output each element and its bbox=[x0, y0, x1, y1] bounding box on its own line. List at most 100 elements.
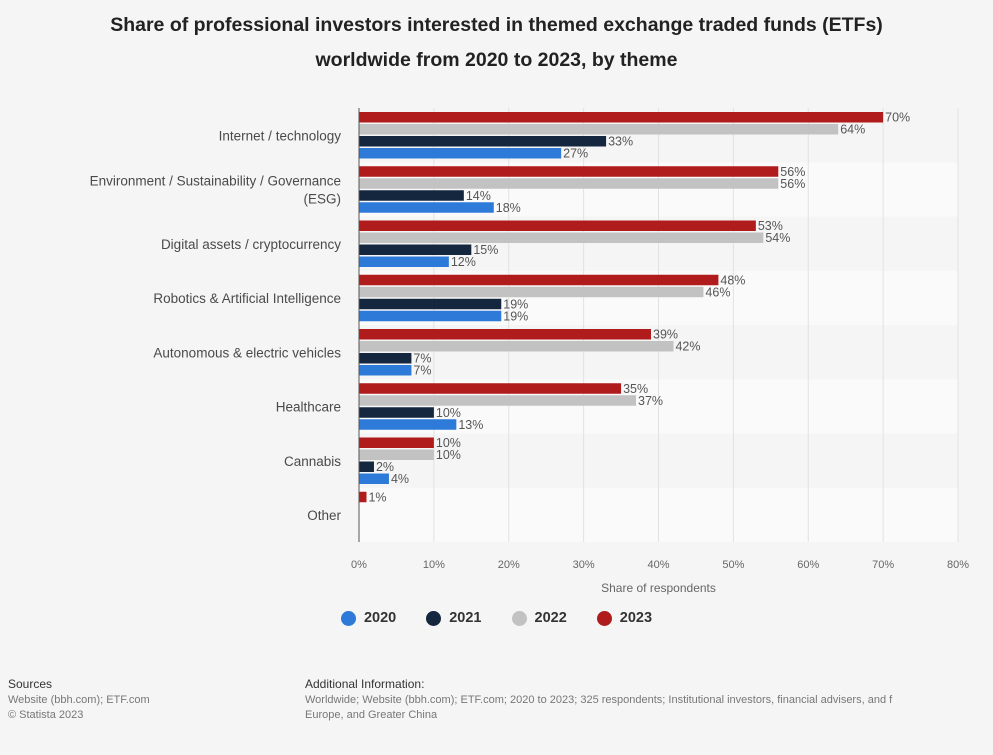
value-label-2021-3: 19% bbox=[503, 297, 528, 311]
additional-info-heading[interactable]: Additional Information: bbox=[305, 677, 425, 691]
bar-2023-5 bbox=[359, 383, 622, 394]
bar-2022-0 bbox=[359, 124, 839, 135]
bar-2020-4 bbox=[359, 365, 412, 376]
value-label-2023-1: 56% bbox=[780, 165, 805, 179]
value-label-2023-7: 1% bbox=[368, 490, 386, 504]
bar-2023-2 bbox=[359, 220, 756, 231]
category-label-4: Autonomous & electric vehicles bbox=[153, 345, 341, 360]
category-label-0: Internet / technology bbox=[219, 128, 342, 143]
bar-2021-5 bbox=[359, 407, 434, 418]
bar-2020-3 bbox=[359, 310, 502, 322]
value-label-2022-4: 42% bbox=[675, 340, 700, 354]
category-label-2: Digital assets / cryptocurrency bbox=[161, 237, 341, 252]
bar-2022-4 bbox=[359, 341, 674, 352]
category-label-1-1: (ESG) bbox=[303, 192, 341, 207]
value-label-2022-1: 56% bbox=[780, 177, 805, 191]
bar-2023-6 bbox=[359, 437, 434, 448]
x-tick-label-4: 40% bbox=[647, 559, 669, 571]
x-tick-label-7: 70% bbox=[872, 559, 894, 571]
legend-label: 2021 bbox=[449, 610, 482, 626]
value-label-2021-4: 7% bbox=[413, 352, 431, 366]
legend-item-2023[interactable]: 2023 bbox=[596, 610, 653, 626]
legend-dot-icon bbox=[426, 610, 442, 626]
value-label-2022-0: 64% bbox=[840, 123, 865, 137]
value-label-2022-2: 54% bbox=[765, 231, 790, 245]
additional-info-line-2: Europe, and Greater China bbox=[305, 709, 438, 721]
category-label-6: Cannabis bbox=[284, 454, 341, 469]
bar-2022-3 bbox=[359, 286, 704, 298]
value-label-2020-0: 27% bbox=[563, 147, 588, 161]
bar-2021-6 bbox=[359, 461, 374, 472]
value-label-2023-2: 53% bbox=[758, 219, 783, 233]
sources-line-1[interactable]: Website (bbh.com); ETF.com bbox=[8, 694, 150, 706]
x-tick-label-6: 60% bbox=[797, 559, 819, 571]
value-label-2020-6: 4% bbox=[391, 472, 409, 486]
bar-2023-3 bbox=[359, 274, 719, 286]
x-tick-label-1: 10% bbox=[423, 559, 445, 571]
legend-dot-icon bbox=[340, 610, 356, 626]
bar-2020-0 bbox=[359, 148, 562, 159]
bar-2021-3 bbox=[359, 298, 502, 310]
category-label-1-0: Environment / Sustainability / Governanc… bbox=[90, 174, 341, 189]
x-tick-label-5: 50% bbox=[722, 559, 744, 571]
bar-2023-0 bbox=[359, 112, 884, 123]
bar-2023-1 bbox=[359, 166, 779, 177]
bar-2022-1 bbox=[359, 178, 779, 189]
value-label-2022-6: 10% bbox=[436, 448, 461, 462]
legend-label: 2023 bbox=[619, 610, 653, 626]
value-label-2021-6: 2% bbox=[376, 460, 394, 474]
bar-2022-2 bbox=[359, 232, 764, 243]
value-label-2021-2: 15% bbox=[473, 243, 498, 257]
category-label-3: Robotics & Artificial Intelligence bbox=[153, 291, 341, 306]
x-tick-label-0: 0% bbox=[351, 559, 367, 571]
value-label-2023-4: 39% bbox=[653, 328, 678, 342]
bar-2023-7 bbox=[359, 491, 367, 503]
legend: 2020 2021 2022 2023 bbox=[0, 610, 993, 626]
value-label-2023-0: 70% bbox=[885, 111, 910, 125]
value-label-2020-3: 19% bbox=[503, 309, 528, 323]
value-label-2022-3: 46% bbox=[705, 285, 730, 299]
bar-2022-5 bbox=[359, 395, 637, 406]
value-label-2022-5: 37% bbox=[638, 394, 663, 408]
x-tick-label-3: 30% bbox=[573, 559, 595, 571]
bar-2021-0 bbox=[359, 136, 607, 147]
x-tick-label-2: 20% bbox=[498, 559, 520, 571]
bar-2021-4 bbox=[359, 353, 412, 364]
bar-2020-5 bbox=[359, 419, 457, 430]
additional-info-block: Additional Information: Worldwide; Websi… bbox=[305, 677, 993, 723]
value-label-2020-1: 18% bbox=[496, 201, 521, 215]
value-label-2020-5: 13% bbox=[458, 418, 483, 432]
sources-block: Sources Website (bbh.com); ETF.com © Sta… bbox=[8, 677, 288, 723]
legend-label: 2022 bbox=[534, 610, 567, 626]
legend-item-2020[interactable]: 2020 bbox=[340, 610, 397, 626]
bar-2020-6 bbox=[359, 473, 389, 484]
chart-title-line-1: Share of professional investors interest… bbox=[110, 14, 883, 36]
bar-chart: 70% 56% 53% 48% 39% 35% 10% 1% 64% 56% 54% 46% 42% 37… bbox=[90, 108, 969, 595]
bar-2022-6 bbox=[359, 449, 434, 460]
bar-2020-1 bbox=[359, 202, 494, 213]
x-tick-label-8: 80% bbox=[947, 559, 969, 571]
value-label-2023-3: 48% bbox=[720, 273, 745, 287]
chart-title: Share of professional investors interest… bbox=[0, 8, 993, 78]
category-label-5: Healthcare bbox=[276, 400, 341, 415]
value-label-2020-2: 12% bbox=[451, 255, 476, 269]
bar-2023-4 bbox=[359, 329, 652, 340]
sources-heading[interactable]: Sources bbox=[8, 677, 53, 691]
value-label-2021-5: 10% bbox=[436, 406, 461, 420]
value-label-2023-6: 10% bbox=[436, 436, 461, 450]
value-label-2021-0: 33% bbox=[608, 135, 633, 149]
additional-info-line-1: Worldwide; Website (bbh.com); ETF.com; 2… bbox=[305, 694, 893, 706]
bar-2021-2 bbox=[359, 244, 472, 255]
value-label-2023-5: 35% bbox=[623, 382, 648, 396]
value-label-2021-1: 14% bbox=[466, 189, 491, 203]
sources-line-2: © Statista 2023 bbox=[8, 709, 84, 721]
legend-dot-icon bbox=[511, 610, 527, 626]
legend-item-2021[interactable]: 2021 bbox=[426, 610, 482, 626]
chart-title-line-2: worldwide from 2020 to 2023, by theme bbox=[315, 49, 678, 71]
legend-label: 2020 bbox=[363, 610, 397, 626]
category-label-7: Other bbox=[307, 508, 341, 523]
x-axis-title: Share of respondents bbox=[601, 581, 716, 595]
bar-2021-1 bbox=[359, 190, 464, 201]
legend-item-2022[interactable]: 2022 bbox=[511, 610, 567, 626]
legend-dot-icon bbox=[596, 610, 612, 626]
